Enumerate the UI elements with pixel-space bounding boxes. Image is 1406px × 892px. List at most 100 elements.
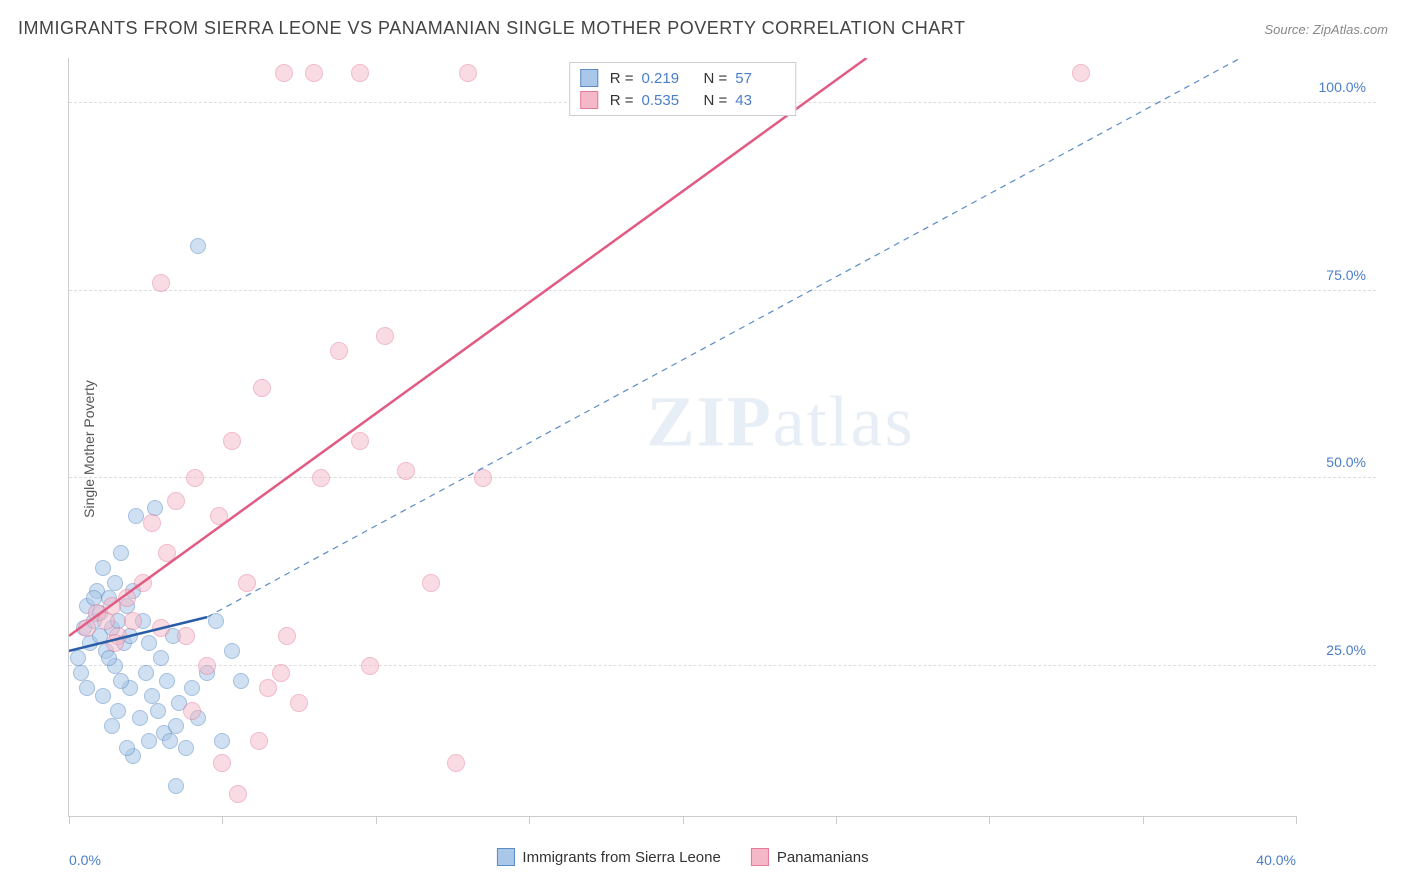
data-point-series-0 — [73, 665, 89, 681]
x-tick-label: 0.0% — [69, 852, 101, 868]
data-point-series-1 — [312, 469, 330, 487]
data-point-series-1 — [186, 469, 204, 487]
x-tick — [836, 816, 837, 824]
legend-stats-row-0: R = 0.219 N = 57 — [580, 67, 786, 89]
data-point-series-0 — [153, 650, 169, 666]
data-point-series-0 — [233, 673, 249, 689]
data-point-series-0 — [178, 740, 194, 756]
data-point-series-1 — [1072, 64, 1090, 82]
n-label: N = — [704, 70, 728, 87]
x-tick — [69, 816, 70, 824]
trend-line — [69, 58, 867, 636]
chart-container: Single Mother Poverty ZIPatlas R = 0.219… — [50, 50, 1376, 847]
legend-stats-row-1: R = 0.535 N = 43 — [580, 89, 786, 111]
y-tick-label: 75.0% — [1326, 267, 1366, 283]
x-tick — [1143, 816, 1144, 824]
data-point-series-0 — [184, 680, 200, 696]
data-point-series-0 — [159, 673, 175, 689]
data-point-series-1 — [198, 657, 216, 675]
data-point-series-0 — [141, 733, 157, 749]
chart-header: IMMIGRANTS FROM SIERRA LEONE VS PANAMANI… — [18, 18, 1388, 39]
data-point-series-0 — [138, 665, 154, 681]
data-point-series-1 — [278, 627, 296, 645]
data-point-series-1 — [376, 327, 394, 345]
data-point-series-1 — [459, 64, 477, 82]
data-point-series-1 — [259, 679, 277, 697]
data-point-series-1 — [177, 627, 195, 645]
data-point-series-0 — [208, 613, 224, 629]
gridline — [69, 665, 1376, 666]
data-point-series-1 — [447, 754, 465, 772]
data-point-series-1 — [351, 432, 369, 450]
data-point-series-1 — [422, 574, 440, 592]
legend-swatch-1 — [580, 91, 598, 109]
gridline — [69, 477, 1376, 478]
data-point-series-0 — [162, 733, 178, 749]
data-point-series-1 — [134, 574, 152, 592]
r-value-0: 0.219 — [642, 70, 692, 87]
legend-series-item-1: Panamanians — [751, 848, 869, 866]
legend-series-label-1: Panamanians — [777, 849, 869, 866]
data-point-series-0 — [150, 703, 166, 719]
x-tick — [529, 816, 530, 824]
data-point-series-1 — [305, 64, 323, 82]
r-label: R = — [610, 92, 634, 109]
x-tick — [989, 816, 990, 824]
data-point-series-0 — [95, 688, 111, 704]
data-point-series-0 — [214, 733, 230, 749]
data-point-series-1 — [351, 64, 369, 82]
y-tick-label: 25.0% — [1326, 642, 1366, 658]
data-point-series-1 — [238, 574, 256, 592]
n-value-1: 43 — [735, 92, 785, 109]
data-point-series-0 — [224, 643, 240, 659]
data-point-series-1 — [361, 657, 379, 675]
trend-lines-layer — [69, 58, 1296, 816]
data-point-series-1 — [272, 664, 290, 682]
r-value-1: 0.535 — [642, 92, 692, 109]
data-point-series-1 — [118, 589, 136, 607]
data-point-series-1 — [152, 619, 170, 637]
x-tick-label: 40.0% — [1256, 852, 1296, 868]
n-label: N = — [704, 92, 728, 109]
data-point-series-1 — [143, 514, 161, 532]
data-point-series-1 — [183, 702, 201, 720]
legend-swatch-0 — [580, 69, 598, 87]
data-point-series-1 — [106, 634, 124, 652]
data-point-series-1 — [330, 342, 348, 360]
data-point-series-0 — [70, 650, 86, 666]
legend-series-label-0: Immigrants from Sierra Leone — [522, 849, 720, 866]
trend-line — [207, 58, 1296, 617]
data-point-series-0 — [110, 703, 126, 719]
legend-swatch-b1 — [751, 848, 769, 866]
x-tick — [683, 816, 684, 824]
r-label: R = — [610, 70, 634, 87]
data-point-series-1 — [210, 507, 228, 525]
data-point-series-1 — [152, 274, 170, 292]
data-point-series-0 — [132, 710, 148, 726]
data-point-series-0 — [101, 650, 117, 666]
legend-series: Immigrants from Sierra Leone Panamanians — [496, 848, 868, 866]
data-point-series-1 — [213, 754, 231, 772]
plot-area: ZIPatlas R = 0.219 N = 57 R = 0.535 N = … — [68, 58, 1296, 817]
watermark-rest: atlas — [773, 381, 915, 461]
n-value-0: 57 — [735, 70, 785, 87]
data-point-series-0 — [168, 778, 184, 794]
watermark-bold: ZIP — [647, 381, 773, 461]
chart-title: IMMIGRANTS FROM SIERRA LEONE VS PANAMANI… — [18, 18, 965, 39]
x-tick — [376, 816, 377, 824]
data-point-series-1 — [290, 694, 308, 712]
data-point-series-0 — [95, 560, 111, 576]
x-tick — [222, 816, 223, 824]
data-point-series-0 — [119, 740, 135, 756]
data-point-series-0 — [113, 545, 129, 561]
data-point-series-0 — [113, 673, 129, 689]
data-point-series-1 — [158, 544, 176, 562]
data-point-series-1 — [275, 64, 293, 82]
data-point-series-1 — [397, 462, 415, 480]
data-point-series-1 — [474, 469, 492, 487]
data-point-series-0 — [168, 718, 184, 734]
y-tick-label: 50.0% — [1326, 454, 1366, 470]
gridline — [69, 290, 1376, 291]
source-attribution: Source: ZipAtlas.com — [1264, 22, 1388, 37]
data-point-series-1 — [223, 432, 241, 450]
